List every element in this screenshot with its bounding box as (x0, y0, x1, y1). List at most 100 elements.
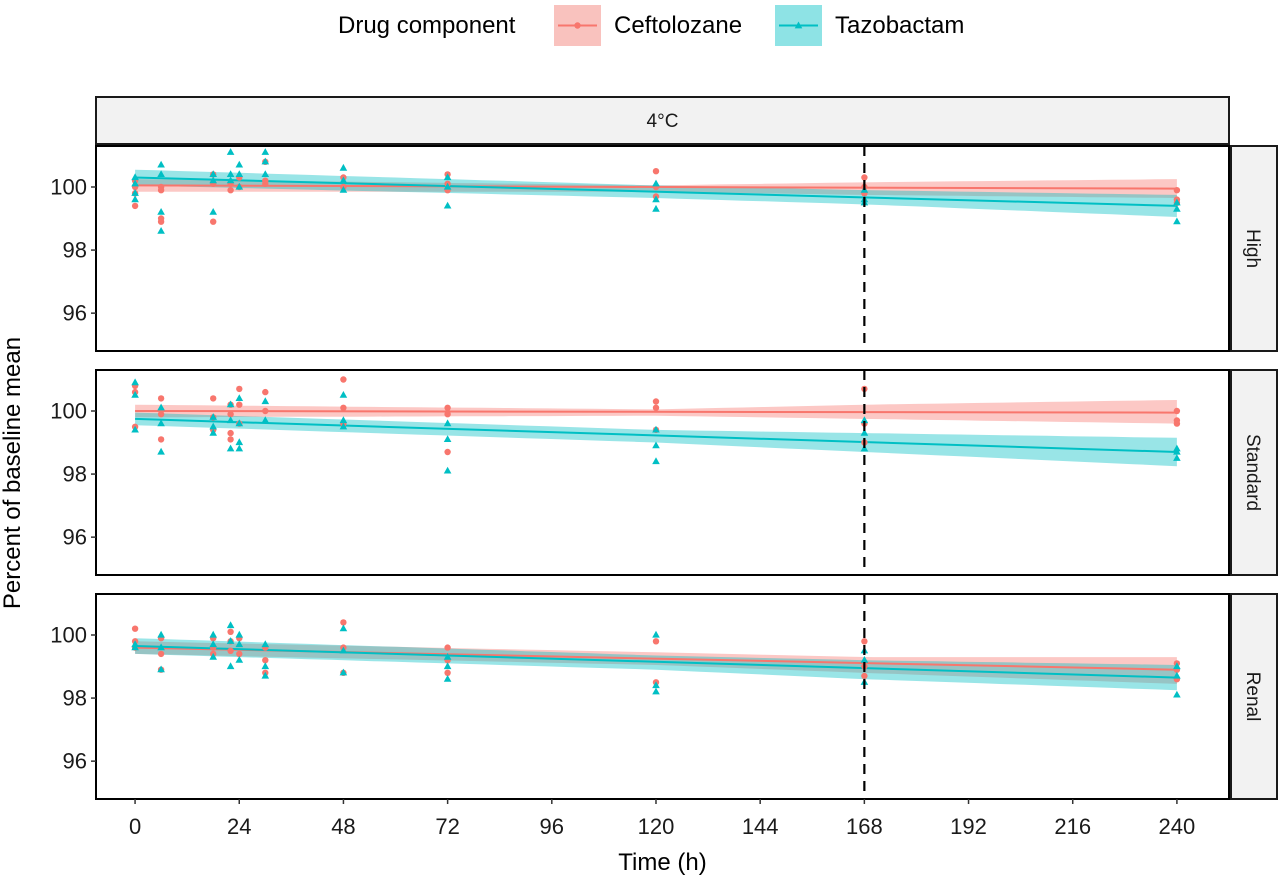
point-tazobactam (443, 662, 452, 670)
point-tazobactam (1173, 447, 1181, 455)
point-tazobactam (209, 640, 217, 648)
point-tazobactam (443, 201, 452, 209)
point-ceftolozane (227, 429, 234, 437)
point-tazobactam (652, 687, 660, 695)
point-ceftolozane (227, 628, 234, 635)
x-tick-label: 48 (331, 814, 355, 839)
panel-background (96, 370, 1229, 575)
point-tazobactam (209, 176, 217, 184)
point-tazobactam (443, 466, 452, 474)
point-tazobactam (131, 643, 139, 651)
point-ceftolozane (236, 650, 243, 658)
point-tazobactam (131, 179, 139, 187)
panel-border (95, 145, 1230, 352)
point-ceftolozane (157, 411, 165, 418)
point-ceftolozane (1173, 407, 1181, 415)
point-tazobactam (157, 160, 165, 168)
point-tazobactam (235, 419, 244, 427)
point-ceftolozane (227, 436, 234, 443)
point-ceftolozane (236, 401, 243, 408)
point-tazobactam (235, 630, 244, 638)
legend-key-tazobactam (775, 5, 822, 46)
x-tick-label: 0 (129, 814, 141, 839)
point-tazobactam (443, 182, 452, 190)
y-tick-label: 96 (63, 749, 87, 774)
panels: 96 98 100 High 96 98 100 Standard 96 98 100 Renal (50, 145, 1278, 800)
point-tazobactam (157, 447, 165, 455)
x-axis: 0 24 48 72 96 120 144 168 192 216 240 (129, 799, 1195, 839)
point-tazobactam (235, 656, 244, 663)
point-tazobactam (1173, 198, 1181, 206)
point-ceftolozane (652, 404, 660, 411)
point-tazobactam (339, 422, 348, 430)
legend: Drug component Ceftolozane Tazobactam (338, 5, 964, 46)
point-tazobactam (652, 425, 660, 433)
point-tazobactam (652, 441, 660, 449)
point-tazobactam (339, 186, 348, 193)
point-tazobactam (1173, 454, 1181, 461)
point-tazobactam (1173, 204, 1181, 212)
point-tazobactam (226, 176, 235, 184)
column-strip-label: 4°C (647, 111, 679, 132)
point-ceftolozane (262, 407, 269, 415)
point-ceftolozane (210, 218, 217, 225)
point-ceftolozane (157, 436, 165, 443)
point-tazobactam (209, 422, 217, 430)
point-tazobactam (226, 400, 235, 408)
point-tazobactam (261, 640, 270, 648)
point-tazobactam (226, 637, 235, 644)
point-ceftolozane (227, 187, 234, 194)
point-ceftolozane (210, 395, 217, 402)
point-ceftolozane (262, 657, 269, 664)
point-tazobactam (209, 413, 217, 420)
point-tazobactam (157, 227, 165, 234)
point-tazobactam (209, 208, 217, 215)
x-tick-label: 144 (742, 814, 779, 839)
panel-strip-label: High (1242, 229, 1263, 268)
point-tazobactam (235, 438, 244, 446)
point-tazobactam (226, 416, 235, 424)
panel-background (96, 146, 1229, 351)
legend-title: Drug component (338, 12, 516, 39)
point-tazobactam (261, 157, 270, 165)
point-tazobactam (235, 182, 244, 190)
x-tick-label: 72 (435, 814, 459, 839)
point-tazobactam (339, 668, 348, 676)
x-tick-label: 168 (846, 814, 883, 839)
y-tick-label: 98 (63, 462, 87, 487)
point-ceftolozane (1173, 420, 1181, 427)
x-axis-title: Time (h) (618, 849, 706, 876)
point-tazobactam (226, 170, 235, 177)
point-ceftolozane (652, 638, 660, 645)
point-tazobactam (226, 621, 235, 629)
fit-line-tazobactam (135, 176, 1177, 207)
y-tick-label: 100 (50, 175, 87, 200)
point-tazobactam (1173, 671, 1181, 679)
point-ceftolozane (340, 404, 347, 411)
y-tick-label: 98 (63, 238, 87, 263)
point-tazobactam (209, 428, 217, 436)
point-tazobactam (209, 630, 217, 638)
point-tazobactam (860, 656, 869, 663)
point-tazobactam (209, 652, 217, 660)
point-tazobactam (157, 665, 165, 673)
point-tazobactam (652, 681, 660, 689)
point-tazobactam (443, 435, 452, 442)
point-tazobactam (261, 416, 270, 424)
point-ceftolozane (340, 619, 347, 626)
point-ceftolozane (444, 669, 451, 676)
point-ceftolozane (157, 218, 165, 225)
point-tazobactam (1173, 217, 1181, 225)
y-tick-label: 100 (50, 399, 87, 424)
point-tazobactam (261, 671, 270, 679)
point-tazobactam (652, 630, 660, 638)
point-ceftolozane (157, 650, 165, 658)
point-ceftolozane (262, 388, 269, 396)
y-tick-label: 98 (63, 686, 87, 711)
y-tick-label: 100 (50, 623, 87, 648)
point-tazobactam (860, 428, 869, 436)
point-tazobactam (860, 416, 869, 424)
panel-standard: 96 98 100 Standard (50, 369, 1278, 576)
point-tazobactam (261, 170, 270, 177)
point-tazobactam (131, 189, 139, 196)
